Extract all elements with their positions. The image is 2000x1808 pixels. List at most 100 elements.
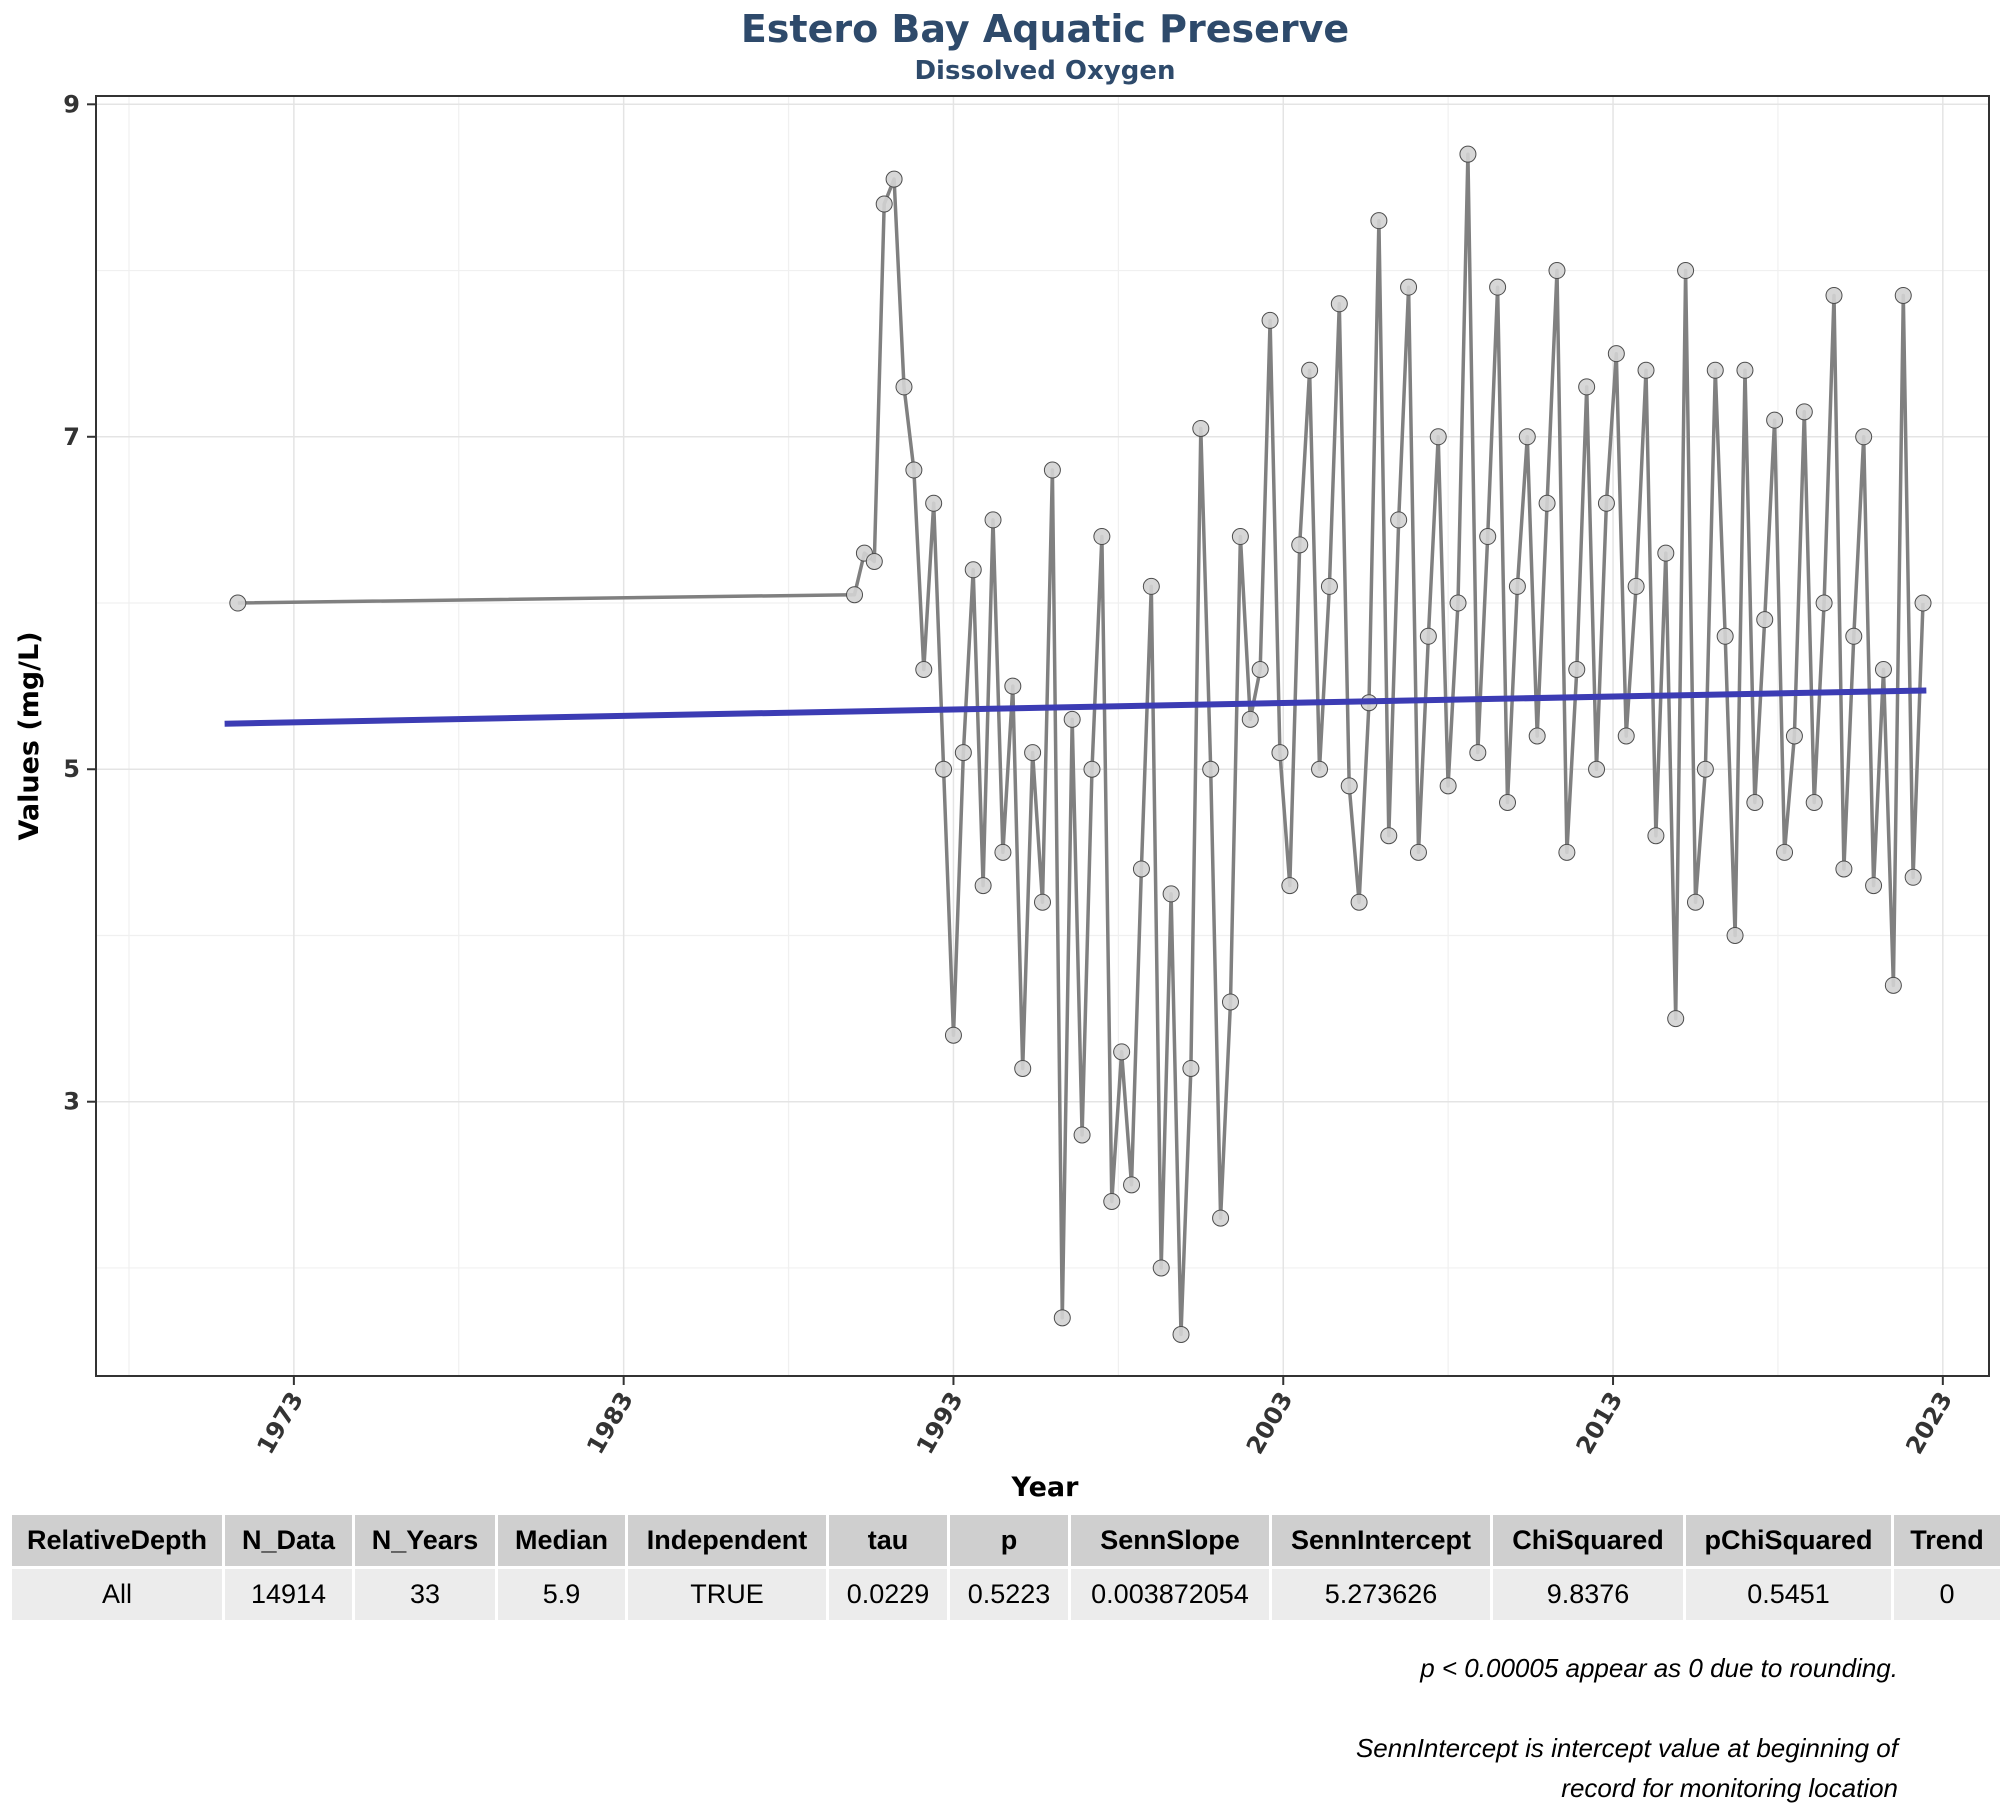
data-point [1489, 278, 1507, 296]
chart: Estero Bay Aquatic Preserve Dissolved Ox… [14, 7, 1990, 1503]
table-cell: 0.003872054 [1071, 1566, 1269, 1620]
data-point [1479, 528, 1497, 546]
data-point [875, 195, 893, 213]
data-point [1172, 1325, 1190, 1343]
data-point [1845, 627, 1863, 645]
data-point [1202, 760, 1220, 778]
x-tick-label: 2023 [1900, 1387, 1958, 1459]
series-path [237, 152, 1925, 1337]
x-axis: 1973 1983 1993 2003 2013 2023 [251, 1376, 1958, 1459]
data-point [1459, 145, 1477, 163]
data-point [954, 744, 972, 762]
data-point [1221, 993, 1239, 1011]
x-tick-label: 1983 [581, 1387, 639, 1459]
x-tick-label: 1973 [251, 1387, 309, 1459]
data-point [1865, 877, 1883, 895]
data-point [1409, 843, 1427, 861]
data-point [974, 877, 992, 895]
table-row: All 14914 33 5.9 TRUE 0.0229 0.5223 0.00… [12, 1566, 2000, 1620]
data-point [1083, 760, 1101, 778]
data-point [1686, 893, 1704, 911]
data-point [1795, 403, 1813, 421]
data-point [1805, 793, 1823, 811]
data-point [1311, 760, 1329, 778]
data-point [1103, 1192, 1121, 1210]
data-point [1726, 926, 1744, 944]
data-point [1568, 661, 1586, 679]
data-point [1696, 760, 1714, 778]
data-point [1152, 1259, 1170, 1277]
data-point [865, 552, 883, 570]
data-point [915, 661, 933, 679]
x-tick-label: 2013 [1571, 1387, 1629, 1459]
col-header: N_Years [355, 1515, 495, 1566]
data-point [1667, 1010, 1685, 1028]
data-point [1182, 1059, 1200, 1077]
table-cell: 5.273626 [1272, 1566, 1490, 1620]
data-point [1785, 727, 1803, 745]
data-point [994, 843, 1012, 861]
data-point [1617, 727, 1635, 745]
data-point [1142, 577, 1160, 595]
stats-table: RelativeDepth N_Data N_Years Median Inde… [9, 1515, 2000, 1620]
y-axis: 3 5 7 9 [63, 90, 96, 1116]
data-point [964, 561, 982, 579]
data-point [1469, 744, 1487, 762]
data-point [1261, 311, 1279, 329]
data-point [1588, 760, 1606, 778]
y-tick-label: 7 [63, 423, 80, 451]
data-point [1578, 378, 1596, 396]
col-header: Trend [1894, 1515, 2000, 1566]
data-point [1380, 827, 1398, 845]
col-header: p [950, 1515, 1068, 1566]
data-point [1004, 677, 1022, 695]
series-line [237, 152, 1925, 1337]
trend-path [224, 687, 1927, 727]
data-point [1093, 528, 1111, 546]
data-point [1558, 843, 1576, 861]
col-header: N_Data [225, 1515, 352, 1566]
data-points [229, 145, 1932, 1343]
data-point [925, 494, 943, 512]
data-point [1231, 528, 1249, 546]
grid-major [96, 96, 1989, 1376]
intercept-note-line1: SennIntercept is intercept value at begi… [1355, 1733, 1898, 1763]
col-header: Median [498, 1515, 625, 1566]
table-header-row: RelativeDepth N_Data N_Years Median Inde… [12, 1515, 2000, 1566]
grid-minor [96, 96, 1989, 1376]
intercept-note-line2: record for monitoring location [1561, 1773, 1898, 1803]
data-point [1637, 361, 1655, 379]
col-header: SennIntercept [1272, 1515, 1490, 1566]
data-point [1241, 710, 1259, 728]
data-point [1894, 286, 1912, 304]
data-point [1647, 827, 1665, 845]
y-tick-label: 5 [63, 755, 80, 783]
data-point [1439, 777, 1457, 795]
data-point [1914, 594, 1932, 612]
data-point [1776, 843, 1794, 861]
data-point [1192, 419, 1210, 437]
chart-subtitle: Dissolved Oxygen [914, 56, 1175, 86]
col-header: ChiSquared [1493, 1515, 1683, 1566]
data-point [1034, 893, 1051, 911]
data-point [846, 586, 864, 604]
x-tick-label: 1993 [911, 1387, 969, 1459]
trend-line [224, 687, 1927, 727]
y-axis-title: Values (mg/L) [14, 631, 45, 840]
data-point [1043, 461, 1061, 479]
table-cell: All [12, 1566, 222, 1620]
data-point [1291, 536, 1309, 554]
table-cell: 9.8376 [1493, 1566, 1683, 1620]
data-point [1874, 661, 1892, 679]
table-cell: 14914 [225, 1566, 352, 1620]
data-point [1736, 361, 1754, 379]
data-point [1766, 411, 1784, 429]
data-point [1370, 212, 1388, 230]
data-point [1123, 1176, 1141, 1194]
data-point [1855, 428, 1873, 446]
data-point [1677, 262, 1695, 280]
data-point [1301, 361, 1319, 379]
data-point [885, 170, 903, 188]
data-point [1053, 1309, 1071, 1327]
data-point [1390, 511, 1408, 529]
